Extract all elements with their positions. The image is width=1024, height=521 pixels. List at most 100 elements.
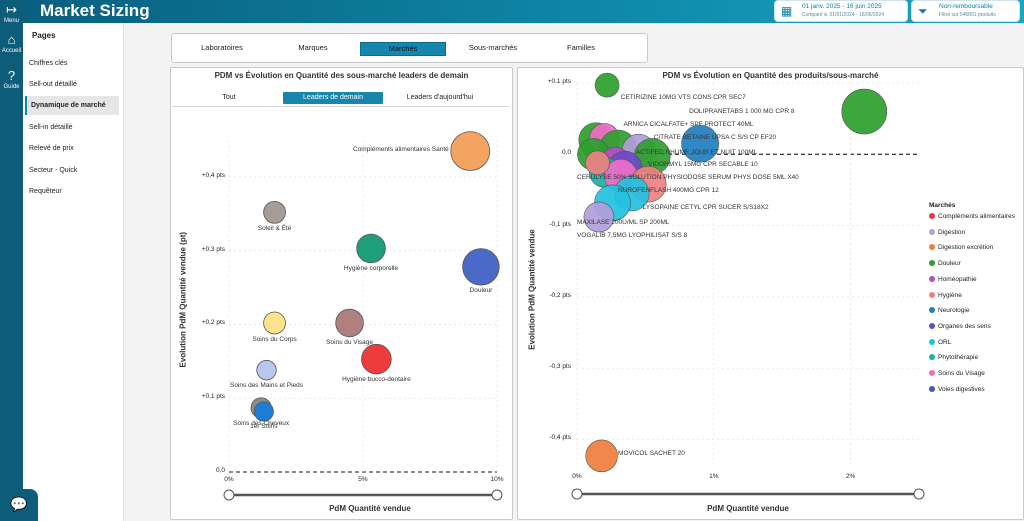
filter-chip[interactable]: ⏷ Non-remboursable Filtré sur 546891 pro… <box>911 0 1020 22</box>
legend-label: Homéopathie <box>938 275 977 283</box>
legend-label: Voies digestives <box>938 385 985 393</box>
chat-icon: 💬 <box>10 496 28 512</box>
bubble-point <box>256 360 277 381</box>
page-item-dynamique[interactable]: Dynamique de marché <box>25 96 119 115</box>
tab-familles[interactable]: Familles <box>567 43 595 52</box>
legend-swatch <box>929 260 935 267</box>
calendar-icon: ▦ <box>781 4 793 18</box>
help-icon: ? <box>7 68 16 83</box>
legend-swatch <box>929 370 935 376</box>
page-item-sell-in[interactable]: Sell-in détaillé <box>29 124 73 131</box>
y-tick-label: 0,0 <box>215 467 225 474</box>
legend-label: Phytothérapie <box>938 354 979 362</box>
product-label: ACTIFED RHUME JOUR ET NUIT 100ML <box>635 149 758 157</box>
point-label: Douleur <box>469 287 493 295</box>
tab-sous-marches[interactable]: Sous-marchés <box>468 43 518 52</box>
page-item-sell-out[interactable]: Sell-out détaillé <box>29 81 77 88</box>
range-slider-handle-max <box>491 489 503 501</box>
top-bar: Market Sizing ▦ 01 janv. 2025 - 16 juin … <box>23 0 1024 23</box>
legend-item[interactable]: Voies digestives <box>929 385 985 393</box>
product-label: VOGALIB 7,5MG LYOPHILISAT S/S 8 <box>577 232 688 239</box>
product-label: CITRATE BETAINE UPSA C S/S CP EF20 <box>653 134 777 142</box>
home-button[interactable]: ⌂ Accueil <box>1 32 22 55</box>
legend-item[interactable]: Hygiène <box>929 291 962 299</box>
bubble-point <box>585 439 618 473</box>
bubble-point <box>263 200 286 224</box>
y-tick-label: +0,3 pts <box>201 245 225 253</box>
legend-swatch <box>929 385 935 392</box>
x-axis-title: PdM Quantité vendue <box>707 504 789 513</box>
y-axis-title: Evolution PdM Quantité vendue <box>527 229 537 350</box>
menu-icon: ↦ <box>6 2 17 17</box>
legend-item[interactable]: Digestion <box>929 228 966 236</box>
chat-button[interactable]: 💬 <box>0 489 38 521</box>
legend-label: Digestion <box>938 228 966 236</box>
app-rail: ↦ Menu ⌂ Accueil ? Guide <box>0 0 23 521</box>
subtab-tout[interactable]: Tout <box>222 94 236 101</box>
y-tick-label: +0,1 pts <box>201 393 225 401</box>
bubble-point <box>841 88 888 135</box>
date-range-label: 01 janv. 2025 - 16 juin 2025 <box>802 3 882 10</box>
filter-sub-label: Filtré sur 546891 produits <box>939 12 996 18</box>
app-title: Market Sizing <box>40 1 150 20</box>
bubble-point <box>263 311 286 335</box>
date-range-chip[interactable]: ▦ 01 janv. 2025 - 16 juin 2025 Comparé à… <box>774 0 908 22</box>
range-slider-handle-min <box>223 489 235 501</box>
home-icon: ⌂ <box>7 32 16 47</box>
legend-item[interactable]: Phytothérapie <box>929 354 978 361</box>
legend-swatch <box>929 354 935 361</box>
legend-item[interactable]: Compléments alimentaires <box>929 213 1015 220</box>
legend-swatch <box>929 291 935 298</box>
legend-item[interactable]: Douleur <box>929 260 961 267</box>
legend-item[interactable]: Soins du Visage <box>929 370 985 377</box>
bubble-point <box>335 308 364 338</box>
x-tick-label: 0% <box>224 476 234 483</box>
bubble-point <box>583 201 615 233</box>
bubble-point <box>356 233 386 264</box>
point-label: Hygiène bucco-dentaire <box>342 375 411 383</box>
legend-title: Marchés <box>929 202 956 209</box>
legend-item[interactable]: Neurologie <box>929 307 969 314</box>
tab-marches[interactable]: Marchés <box>360 42 446 56</box>
bubble-point <box>361 343 392 375</box>
legend-item[interactable]: Organes des sens <box>929 322 991 330</box>
y-tick-label: +0,4 pts <box>201 171 225 179</box>
subtab-leaders-aujourdhui[interactable]: Leaders d'aujourd'hui <box>406 94 474 101</box>
tab-laboratoires[interactable]: Laboratoires <box>201 43 243 52</box>
bubble-point <box>462 248 500 286</box>
subtab-leaders-demain[interactable]: Leaders de demain <box>283 92 383 104</box>
y-tick-label: -0,3 pts <box>549 363 571 371</box>
page-item-releve-prix[interactable]: Relevé de prix <box>29 145 74 152</box>
y-tick-label: -0,4 pts <box>549 434 571 442</box>
y-tick-label: -0,2 pts <box>549 291 571 299</box>
legend-label: Hygiène <box>938 291 962 299</box>
legend-swatch <box>929 275 935 282</box>
legend-item[interactable]: Digestion excrétion <box>929 244 993 251</box>
guide-button[interactable]: ? Guide <box>0 69 23 91</box>
page-item-secteur-quick[interactable]: Secteur - Quick <box>29 167 78 174</box>
filter-icon: ⏷ <box>918 4 928 18</box>
legend-label: Douleur <box>938 260 961 268</box>
point-label: 1er Soins <box>250 423 278 431</box>
page-item-chiffres-cles[interactable]: Chiffres clés <box>29 60 68 67</box>
legend-item[interactable]: Homéopathie <box>929 275 977 283</box>
legend-swatch <box>929 338 935 345</box>
y-tick-label: +0,2 pts <box>201 319 225 327</box>
legend-label: ORL <box>938 338 952 346</box>
menu-button[interactable]: ↦ Menu <box>0 3 23 25</box>
tab-marques[interactable]: Marques <box>298 43 328 52</box>
y-tick-label: 0,0 <box>561 149 571 157</box>
y-tick-label: +0,1 pts <box>547 78 571 85</box>
point-label: Compléments alimentaires Santé <box>353 146 449 154</box>
range-slider-handle-max <box>913 488 925 500</box>
legend-swatch <box>929 322 935 329</box>
page-item-requeteur[interactable]: Requêteur <box>29 188 62 195</box>
point-label: Soins du Visage <box>326 338 374 346</box>
product-label: CETIRIZINE 10MG VTS CONS CPR SEC7 <box>620 93 746 101</box>
point-label: Soleil & Été <box>257 225 292 233</box>
legend-item[interactable]: ORL <box>929 338 952 346</box>
point-label: Soins des Mains et Pieds <box>230 381 303 389</box>
x-tick-label: 5% <box>358 476 368 483</box>
